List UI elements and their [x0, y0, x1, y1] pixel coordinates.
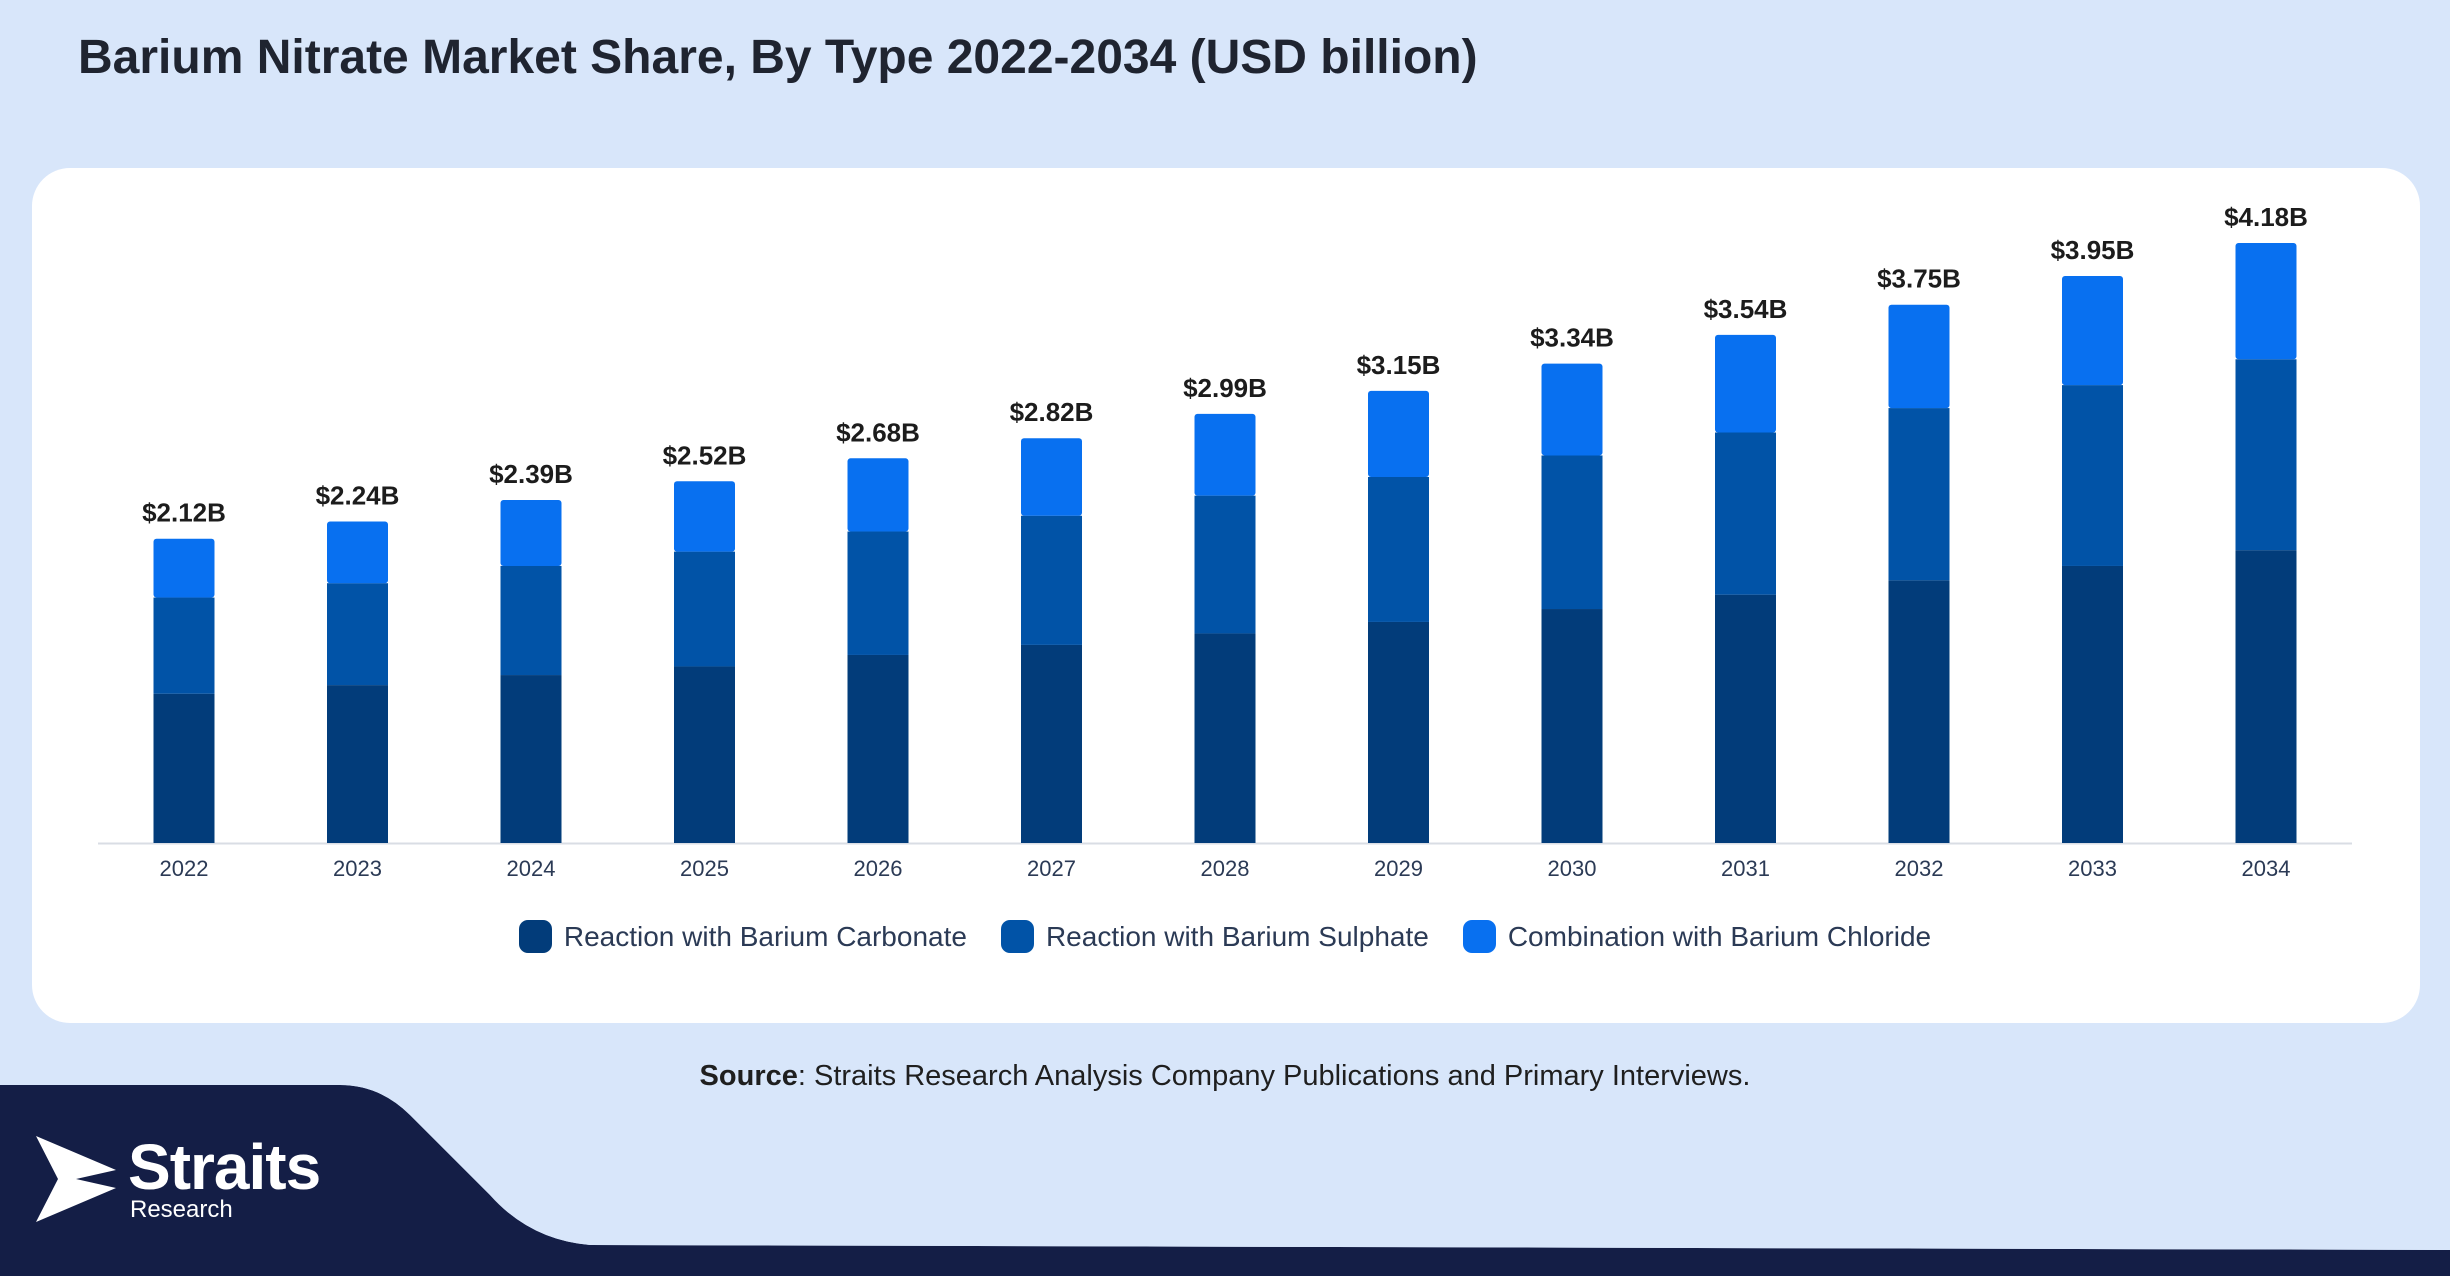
chart-legend: Reaction with Barium Carbonate Reaction … — [0, 920, 2450, 953]
bar-segment-2030-s1[interactable] — [1541, 609, 1603, 843]
total-label-2032: $3.75B — [1877, 264, 1961, 294]
x-tick-label-2031: 2031 — [1721, 856, 1770, 881]
bar-segment-2029-s3[interactable] — [1368, 390, 1429, 477]
total-label-2028: $2.99B — [1183, 373, 1267, 403]
x-tick-label-2030: 2030 — [1548, 856, 1597, 881]
total-label-2027: $2.82B — [1010, 397, 1094, 427]
total-label-2024: $2.39B — [489, 459, 573, 489]
source-text: : Straits Research Analysis Company Publ… — [797, 1060, 1751, 1092]
x-tick-label-2024: 2024 — [507, 856, 556, 881]
bar-segment-2032-s3[interactable] — [1888, 304, 1950, 409]
bar-segment-2032-s1[interactable] — [1888, 580, 1950, 843]
logo-subtitle: Research — [130, 1196, 233, 1223]
total-label-2031: $3.54B — [1704, 294, 1788, 324]
bar-segment-2034-s2[interactable] — [2235, 359, 2297, 551]
total-label-2025: $2.52B — [663, 440, 747, 470]
bar-segment-2026-s3[interactable] — [847, 458, 909, 532]
legend-swatch-barium-carbonate — [518, 920, 552, 953]
bar-segment-2026-s1[interactable] — [847, 654, 909, 843]
x-tick-label-2033: 2033 — [2068, 856, 2117, 881]
legend-swatch-barium-chloride — [1462, 920, 1496, 953]
bar-segment-2023-s1[interactable] — [327, 685, 388, 843]
total-label-2022: $2.12B — [142, 498, 226, 528]
bar-segment-2025-s1[interactable] — [674, 666, 735, 843]
bar-segment-2027-s2[interactable] — [1021, 515, 1082, 645]
straits-research-logo: Straits Research — [36, 1130, 366, 1230]
bar-segment-2028-s3[interactable] — [1194, 413, 1256, 496]
bar-segment-2028-s2[interactable] — [1194, 495, 1256, 634]
bar-segment-2026-s2[interactable] — [847, 531, 909, 655]
bar-segment-2024-s2[interactable] — [500, 565, 562, 676]
bar-segment-2032-s2[interactable] — [1888, 408, 1950, 581]
x-tick-label-2026: 2026 — [854, 856, 903, 881]
total-label-2023: $2.24B — [316, 480, 400, 510]
bar-segment-2025-s2[interactable] — [674, 551, 735, 667]
bar-segment-2034-s1[interactable] — [2235, 550, 2297, 843]
total-label-2033: $3.95B — [2051, 235, 2135, 265]
legend-swatch-barium-sulphate — [1000, 920, 1034, 953]
x-tick-label-2022: 2022 — [160, 856, 209, 881]
legend-item-barium-carbonate[interactable]: Reaction with Barium Carbonate — [518, 920, 967, 953]
bar-segment-2022-s1[interactable] — [153, 693, 215, 843]
bar-segment-2034-s3[interactable] — [2235, 243, 2297, 360]
bar-segment-2030-s3[interactable] — [1541, 363, 1603, 456]
x-tick-label-2032: 2032 — [1895, 856, 1944, 881]
bar-segment-2033-s2[interactable] — [2062, 385, 2123, 566]
bar-segment-2027-s3[interactable] — [1021, 438, 1082, 516]
bar-segment-2023-s2[interactable] — [327, 583, 388, 686]
bar-segment-2033-s1[interactable] — [2062, 565, 2123, 843]
total-label-2030: $3.34B — [1530, 323, 1614, 353]
x-tick-label-2027: 2027 — [1027, 856, 1076, 881]
legend-item-barium-chloride[interactable]: Combination with Barium Chloride — [1462, 920, 1932, 953]
x-tick-label-2023: 2023 — [333, 856, 382, 881]
bar-segment-2028-s1[interactable] — [1194, 633, 1256, 843]
legend-label-barium-carbonate: Reaction with Barium Carbonate — [563, 920, 967, 952]
total-label-2029: $3.15B — [1357, 350, 1441, 380]
bar-segment-2024-s3[interactable] — [500, 499, 562, 566]
legend-label-barium-sulphate: Reaction with Barium Sulphate — [1045, 920, 1429, 952]
bar-segment-2022-s2[interactable] — [153, 597, 215, 694]
bar-segment-2031-s2[interactable] — [1715, 432, 1776, 595]
x-tick-label-2025: 2025 — [680, 856, 729, 881]
x-tick-label-2028: 2028 — [1201, 856, 1250, 881]
logo-arrow-icon — [36, 1136, 116, 1222]
bar-segment-2027-s1[interactable] — [1021, 644, 1082, 843]
logo-name: Straits — [128, 1131, 321, 1203]
bar-segment-2023-s3[interactable] — [327, 521, 388, 584]
page-title: Barium Nitrate Market Share, By Type 202… — [78, 31, 1478, 84]
bar-segment-2029-s1[interactable] — [1368, 621, 1429, 843]
bar-segment-2025-s3[interactable] — [674, 481, 735, 552]
bar-segment-2029-s2[interactable] — [1368, 476, 1429, 622]
total-label-2034: $4.18B — [2224, 202, 2308, 232]
source-note: Source: Straits Research Analysis Compan… — [0, 1060, 2450, 1093]
source-label: Source — [699, 1060, 798, 1092]
bar-segment-2033-s3[interactable] — [2062, 276, 2123, 386]
total-label-2026: $2.68B — [836, 417, 920, 447]
x-tick-label-2029: 2029 — [1374, 856, 1423, 881]
bar-segment-2031-s3[interactable] — [1715, 334, 1776, 433]
x-tick-label-2034: 2034 — [2242, 856, 2291, 881]
legend-label-barium-chloride: Combination with Barium Chloride — [1507, 920, 1932, 952]
bar-segment-2022-s3[interactable] — [153, 538, 215, 598]
legend-item-barium-sulphate[interactable]: Reaction with Barium Sulphate — [1000, 920, 1429, 953]
bar-segment-2024-s1[interactable] — [500, 675, 562, 843]
bar-segment-2030-s2[interactable] — [1541, 455, 1603, 610]
bar-segment-2031-s1[interactable] — [1715, 594, 1776, 843]
